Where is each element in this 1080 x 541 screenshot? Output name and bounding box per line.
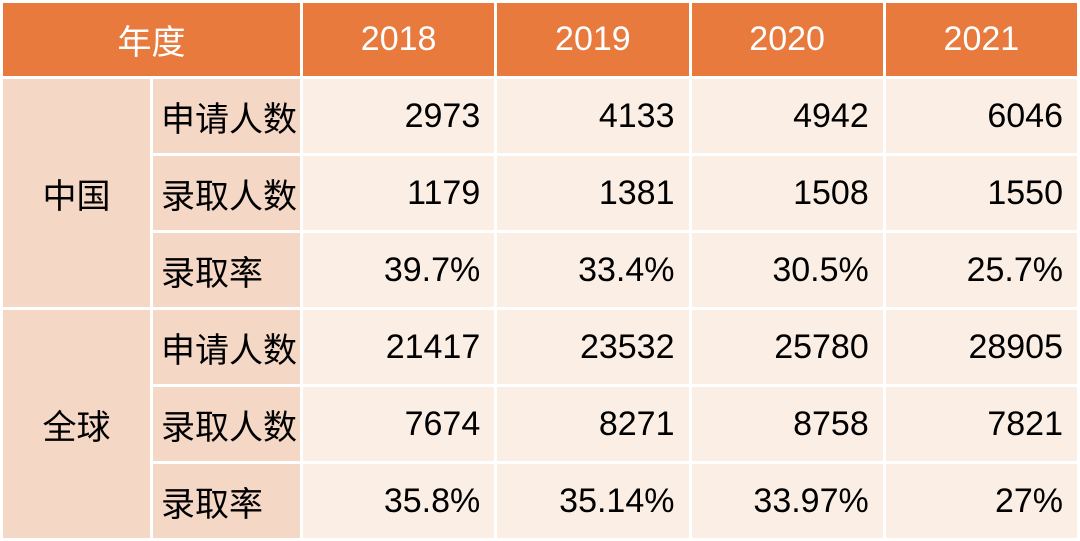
data-cell: 27%: [884, 463, 1078, 540]
data-cell: 30.5%: [690, 232, 884, 309]
data-cell: 25.7%: [884, 232, 1078, 309]
data-cell: 23532: [496, 309, 690, 386]
data-cell: 1508: [690, 155, 884, 232]
data-cell: 39.7%: [302, 232, 496, 309]
header-year-0: 2018: [302, 2, 496, 78]
table-row: 中国 申请人数 2973 4133 4942 6046: [2, 78, 1079, 155]
data-cell: 1381: [496, 155, 690, 232]
data-cell: 25780: [690, 309, 884, 386]
data-cell: 21417: [302, 309, 496, 386]
data-cell: 6046: [884, 78, 1078, 155]
table-row: 录取人数 1179 1381 1508 1550: [2, 155, 1079, 232]
table-row: 录取率 35.8% 35.14% 33.97% 27%: [2, 463, 1079, 540]
metric-label: 录取人数: [152, 155, 302, 232]
group-label-global: 全球: [2, 309, 152, 540]
data-cell: 1179: [302, 155, 496, 232]
table-row: 全球 申请人数 21417 23532 25780 28905: [2, 309, 1079, 386]
data-cell: 35.14%: [496, 463, 690, 540]
data-cell: 28905: [884, 309, 1078, 386]
metric-label: 录取率: [152, 463, 302, 540]
data-cell: 33.97%: [690, 463, 884, 540]
table-row: 录取人数 7674 8271 8758 7821: [2, 386, 1079, 463]
data-cell: 7821: [884, 386, 1078, 463]
header-year-2: 2020: [690, 2, 884, 78]
metric-label: 申请人数: [152, 78, 302, 155]
header-year-3: 2021: [884, 2, 1078, 78]
data-cell: 33.4%: [496, 232, 690, 309]
data-cell: 7674: [302, 386, 496, 463]
data-cell: 1550: [884, 155, 1078, 232]
header-year-1: 2019: [496, 2, 690, 78]
metric-label: 录取率: [152, 232, 302, 309]
metric-label: 录取人数: [152, 386, 302, 463]
group-label-china: 中国: [2, 78, 152, 309]
admissions-table: 年度 2018 2019 2020 2021 中国 申请人数 2973 4133…: [0, 0, 1080, 541]
data-cell: 8758: [690, 386, 884, 463]
data-cell: 4133: [496, 78, 690, 155]
table-row: 录取率 39.7% 33.4% 30.5% 25.7%: [2, 232, 1079, 309]
header-year-label: 年度: [2, 2, 302, 78]
data-cell: 2973: [302, 78, 496, 155]
data-cell: 4942: [690, 78, 884, 155]
data-cell: 35.8%: [302, 463, 496, 540]
table-header-row: 年度 2018 2019 2020 2021: [2, 2, 1079, 78]
metric-label: 申请人数: [152, 309, 302, 386]
data-cell: 8271: [496, 386, 690, 463]
